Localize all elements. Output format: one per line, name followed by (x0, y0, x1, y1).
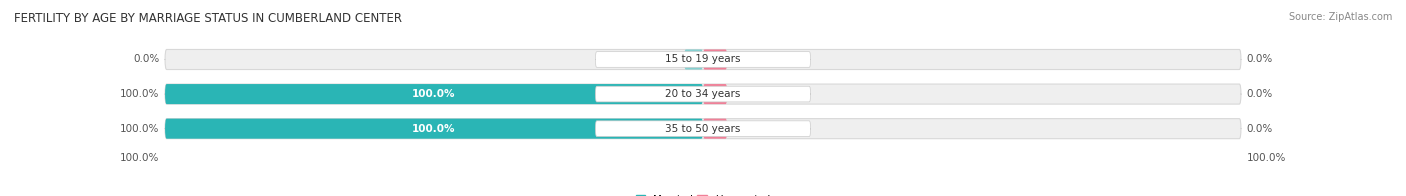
FancyBboxPatch shape (165, 84, 1241, 104)
Text: 0.0%: 0.0% (1246, 124, 1272, 134)
FancyBboxPatch shape (685, 49, 703, 70)
FancyBboxPatch shape (703, 84, 727, 104)
FancyBboxPatch shape (165, 119, 703, 139)
FancyBboxPatch shape (165, 49, 1241, 70)
Text: 15 to 19 years: 15 to 19 years (665, 54, 741, 64)
FancyBboxPatch shape (165, 119, 1241, 139)
FancyBboxPatch shape (165, 84, 703, 104)
Text: 0.0%: 0.0% (134, 54, 160, 64)
Legend: Married, Unmarried: Married, Unmarried (631, 191, 775, 196)
Text: 0.0%: 0.0% (1246, 54, 1272, 64)
Text: 0.0%: 0.0% (1246, 89, 1272, 99)
Text: 100.0%: 100.0% (121, 153, 160, 163)
Text: 35 to 50 years: 35 to 50 years (665, 124, 741, 134)
FancyBboxPatch shape (703, 119, 727, 139)
Text: 20 to 34 years: 20 to 34 years (665, 89, 741, 99)
Text: Source: ZipAtlas.com: Source: ZipAtlas.com (1288, 12, 1392, 22)
Text: 100.0%: 100.0% (412, 124, 456, 134)
Text: FERTILITY BY AGE BY MARRIAGE STATUS IN CUMBERLAND CENTER: FERTILITY BY AGE BY MARRIAGE STATUS IN C… (14, 12, 402, 25)
Text: 100.0%: 100.0% (121, 89, 160, 99)
FancyBboxPatch shape (595, 52, 811, 67)
Text: 100.0%: 100.0% (1246, 153, 1285, 163)
Text: 100.0%: 100.0% (412, 89, 456, 99)
FancyBboxPatch shape (595, 121, 811, 136)
FancyBboxPatch shape (595, 86, 811, 102)
Text: 100.0%: 100.0% (121, 124, 160, 134)
FancyBboxPatch shape (703, 49, 727, 70)
